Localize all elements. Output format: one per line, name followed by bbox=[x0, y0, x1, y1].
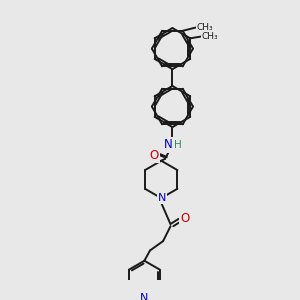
Text: N: N bbox=[140, 293, 148, 300]
Text: N: N bbox=[158, 193, 166, 203]
Text: H: H bbox=[174, 140, 182, 150]
Text: O: O bbox=[149, 148, 158, 162]
Text: CH₃: CH₃ bbox=[197, 22, 214, 32]
Text: N: N bbox=[164, 138, 173, 152]
Text: O: O bbox=[180, 212, 189, 225]
Text: CH₃: CH₃ bbox=[202, 32, 218, 41]
